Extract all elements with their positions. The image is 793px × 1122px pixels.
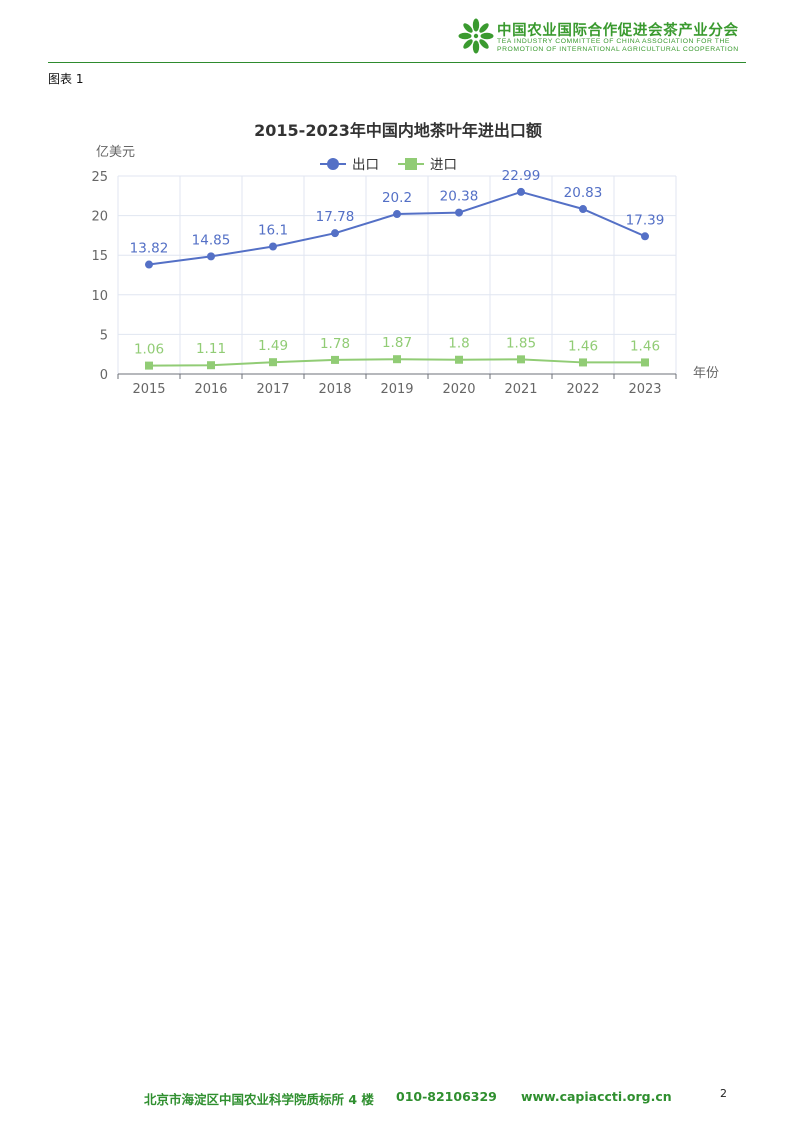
data-point-marker	[641, 358, 649, 367]
data-label: 16.1	[258, 222, 288, 238]
organization-name-cn: 中国农业国际合作促进会茶产业分会	[497, 23, 739, 39]
x-tick-label: 2018	[318, 382, 351, 397]
data-label: 13.82	[130, 241, 169, 257]
data-label: 20.2	[382, 190, 412, 206]
data-label: 1.46	[568, 338, 598, 354]
legend-label: 出口	[352, 157, 379, 173]
data-label: 1.85	[506, 335, 536, 351]
data-point-marker	[579, 358, 587, 367]
y-axis-label: 亿美元	[96, 145, 135, 160]
data-point-marker	[455, 208, 463, 217]
data-point-marker	[207, 252, 215, 261]
page-number: 2	[720, 1087, 727, 1100]
data-point-marker	[393, 355, 401, 364]
footer-website[interactable]: www.capiaccti.org.cn	[521, 1089, 672, 1104]
data-label: 1.8	[448, 336, 469, 352]
figure-caption: 图表 1	[48, 72, 84, 86]
data-point-marker	[269, 358, 277, 367]
x-tick-label: 2015	[132, 382, 165, 397]
x-tick-label: 2021	[504, 382, 537, 397]
organization-name-en-line2: PROMOTION OF INTERNATIONAL AGRICULTURAL …	[497, 46, 739, 53]
footer-address: 北京市海淀区中国农业科学院质标所 4 楼	[144, 1092, 374, 1107]
data-point-marker	[145, 361, 153, 370]
data-label: 20.83	[564, 185, 603, 201]
x-tick-label: 2020	[442, 382, 475, 397]
chart-axes: 0 5 10 15 20 25 2015 2016 2017 2018 2019 2020 2021 20…	[91, 170, 677, 397]
data-point-marker	[517, 187, 525, 196]
header-divider	[48, 62, 746, 63]
data-label: 22.99	[502, 168, 541, 184]
y-tick-label: 15	[91, 249, 108, 264]
x-tick-label: 2016	[194, 382, 227, 397]
chart-legend: 出口 进口	[320, 157, 457, 173]
chart-grid	[117, 175, 677, 374]
data-point-marker	[455, 355, 463, 364]
data-point-marker	[331, 229, 339, 238]
chart-series: 13.82 14.85 16.1 17.78 20.2 20.38 22.99 20.83 17…	[130, 168, 665, 370]
data-point-marker	[641, 232, 649, 241]
data-point-marker	[269, 242, 277, 251]
y-tick-label: 20	[91, 210, 108, 225]
data-label: 17.78	[316, 209, 355, 225]
legend-label: 进口	[430, 157, 457, 173]
data-label: 1.78	[320, 336, 350, 352]
tea-leaf-logo-icon	[458, 18, 494, 54]
data-point-marker	[517, 355, 525, 364]
y-tick-label: 0	[100, 368, 108, 383]
x-tick-label: 2017	[256, 382, 289, 397]
legend-marker	[405, 158, 417, 170]
data-point-marker	[579, 205, 587, 214]
chart-title: 2015-2023年中国内地茶叶年进出口额	[254, 121, 542, 140]
trade-line-chart: 2015-2023年中国内地茶叶年进出口额 亿美元 年份 出口 进口 0 5 10 15…	[91, 121, 719, 397]
data-point-marker	[207, 361, 215, 370]
data-label: 17.39	[626, 212, 665, 228]
page-header: 中国农业国际合作促进会茶产业分会 TEA INDUSTRY COMMITTEE …	[0, 0, 793, 64]
x-tick-label: 2019	[380, 382, 413, 397]
data-point-marker	[145, 260, 153, 269]
x-tick-label: 2022	[566, 382, 599, 397]
data-point-marker	[393, 210, 401, 219]
data-label: 1.11	[196, 341, 226, 357]
y-tick-label: 25	[91, 170, 108, 185]
y-tick-label: 10	[91, 289, 108, 304]
footer-phone: 010-82106329	[396, 1089, 497, 1104]
data-label: 1.87	[382, 335, 412, 351]
data-label: 1.46	[630, 338, 660, 354]
data-label: 1.06	[134, 342, 164, 358]
y-tick-label: 5	[100, 328, 108, 343]
x-axis-label: 年份	[693, 366, 719, 381]
data-point-marker	[331, 355, 339, 364]
organization-name-en-line1: TEA INDUSTRY COMMITTEE OF CHINA ASSOCIAT…	[497, 38, 730, 45]
x-tick-label: 2023	[628, 382, 661, 397]
data-label: 20.38	[440, 189, 479, 205]
data-label: 1.49	[258, 338, 288, 354]
data-label: 14.85	[192, 232, 231, 248]
legend-marker	[327, 158, 339, 170]
